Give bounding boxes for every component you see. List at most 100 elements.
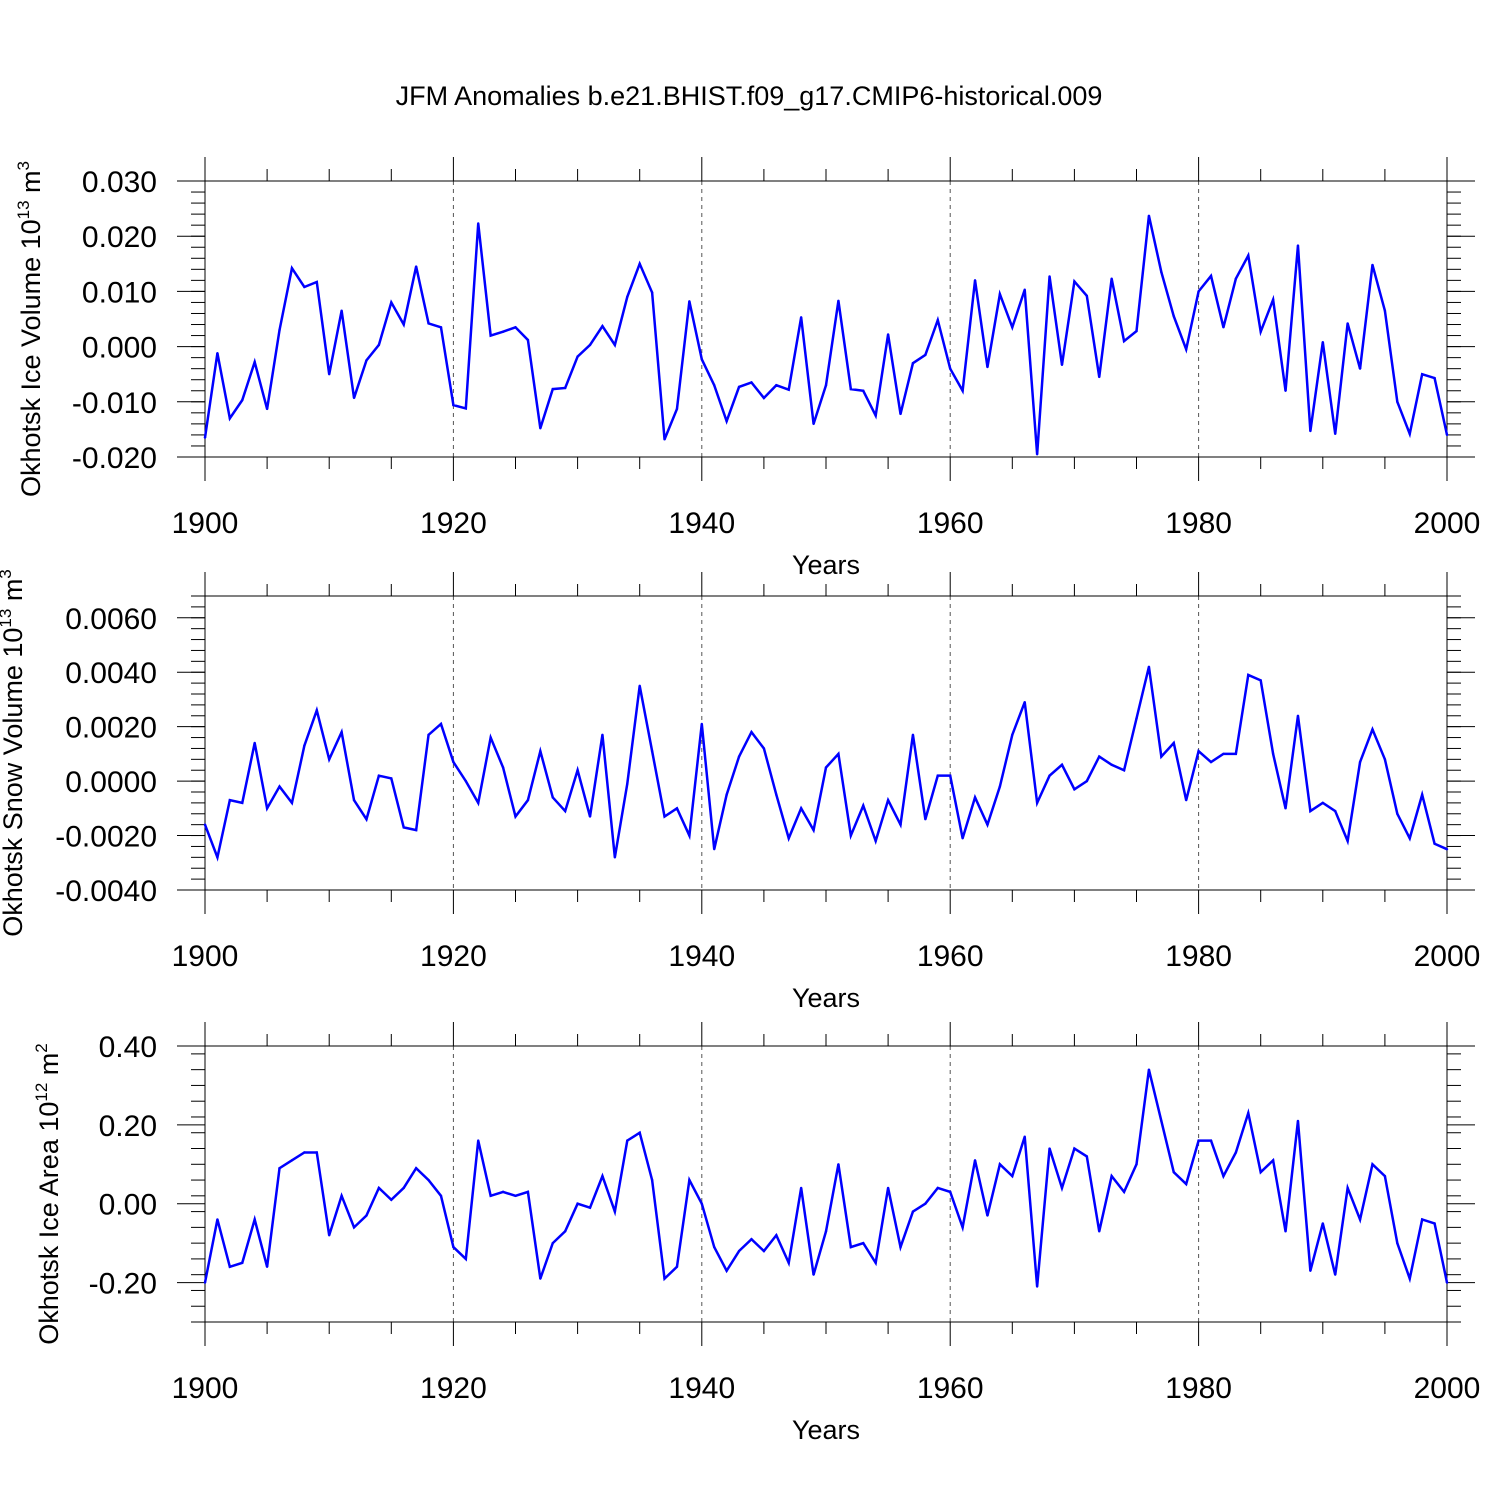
data-point: [1346, 1186, 1349, 1190]
data-point: [886, 1186, 890, 1190]
data-point: [1122, 339, 1126, 343]
y-tick-label: 0.20: [99, 1110, 157, 1143]
series-points-3: [203, 1068, 1449, 1288]
data-point: [328, 373, 331, 376]
x-tick-label: 1940: [668, 940, 735, 973]
data-point: [1098, 1230, 1101, 1233]
data-point: [1209, 274, 1213, 278]
data-point: [1060, 1186, 1064, 1190]
x-tick-label: 1900: [172, 507, 239, 540]
data-point: [1085, 294, 1089, 298]
data-point: [588, 815, 592, 818]
data-point: [949, 1190, 952, 1194]
data-point: [340, 309, 343, 312]
y-tick-label: 0.030: [82, 166, 157, 199]
data-point: [414, 1167, 418, 1170]
data-point: [1060, 763, 1064, 766]
data-point: [986, 1214, 989, 1217]
y-tick-label: -0.020: [72, 442, 157, 475]
data-point: [464, 407, 468, 410]
data-point: [899, 1245, 902, 1249]
y-tick-label: -0.20: [89, 1268, 157, 1301]
y-axis-label-unit-exponent: 3: [14, 161, 33, 170]
data-point: [787, 388, 790, 391]
data-point: [713, 847, 716, 851]
data-point: [849, 1245, 853, 1249]
data-point: [700, 358, 703, 361]
data-point: [1259, 330, 1262, 333]
data-point: [1358, 1218, 1362, 1221]
y-tick-label: 0.0060: [65, 603, 157, 636]
data-point: [315, 709, 318, 712]
data-point: [1172, 315, 1175, 318]
data-point: [1048, 1147, 1051, 1150]
data-point: [675, 1265, 679, 1269]
data-point: [762, 1249, 766, 1253]
data-point: [1147, 214, 1151, 217]
data-point: [973, 796, 977, 799]
data-point: [775, 1234, 778, 1237]
data-point: [1197, 290, 1200, 293]
data-point: [278, 785, 281, 788]
data-point: [414, 828, 418, 832]
data-point: [874, 1261, 877, 1265]
data-point: [663, 815, 666, 818]
data-point: [551, 387, 554, 391]
data-point: [1346, 322, 1349, 325]
data-point: [1284, 389, 1287, 392]
data-point: [837, 752, 840, 756]
data-point: [737, 385, 741, 389]
data-point: [1309, 809, 1312, 813]
y-axis-label-unit-exponent: 3: [0, 569, 15, 578]
data-point: [427, 322, 430, 325]
data-point: [352, 396, 356, 400]
x-tick-label: 1960: [917, 1372, 984, 1405]
series-points-1: [203, 214, 1449, 456]
data-point: [402, 826, 405, 829]
data-point: [328, 758, 331, 761]
data-point: [1098, 755, 1101, 758]
data-point: [390, 1198, 393, 1201]
series-line-3: [203, 1069, 1449, 1287]
data-point: [936, 1186, 939, 1190]
data-point: [911, 1210, 915, 1213]
data-point: [1160, 1119, 1163, 1123]
data-point: [1334, 1273, 1337, 1276]
data-point: [290, 801, 294, 805]
data-point: [737, 1249, 741, 1253]
data-point: [787, 1261, 790, 1265]
data-point: [576, 769, 579, 772]
x-tick-label: 1960: [917, 507, 984, 540]
data-point: [986, 823, 989, 826]
data-point: [874, 839, 877, 843]
data-point: [1420, 1218, 1424, 1221]
data-point: [1309, 1269, 1312, 1272]
data-point: [1334, 432, 1337, 436]
x-tick-label: 1920: [420, 507, 487, 540]
data-point: [489, 334, 492, 337]
data-point: [1234, 752, 1238, 756]
data-point: [638, 262, 641, 265]
data-point: [464, 1257, 468, 1261]
data-point: [228, 417, 232, 420]
data-point: [812, 422, 815, 426]
data-point: [924, 1202, 927, 1205]
data-point: [216, 1218, 219, 1221]
data-point: [1197, 749, 1200, 753]
series-points-2: [203, 665, 1449, 859]
data-point: [1110, 1174, 1113, 1178]
data-point: [1110, 763, 1113, 766]
data-point: [439, 326, 443, 329]
data-point: [1346, 839, 1349, 843]
y-tick-label: 0.00: [99, 1189, 157, 1222]
data-point: [588, 1206, 592, 1209]
y-tick-label: 0.020: [82, 221, 157, 254]
data-point: [775, 793, 778, 796]
data-point: [911, 733, 915, 737]
data-point: [1408, 432, 1411, 436]
data-point: [1445, 847, 1449, 851]
data-point: [253, 741, 256, 745]
data-point: [961, 837, 964, 840]
y-axis-label-unit: m: [0, 579, 28, 609]
data-point: [899, 823, 902, 826]
